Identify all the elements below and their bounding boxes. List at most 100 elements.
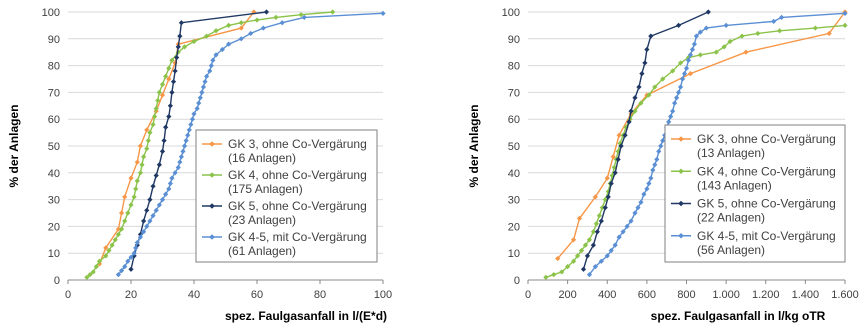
right-x-tick-label: 1.400 xyxy=(792,289,820,301)
right-series-3-point-3 xyxy=(604,253,610,259)
right-series-1-point-5 xyxy=(574,253,581,259)
left-series-0-point-5 xyxy=(128,175,134,181)
right-x-tick-label: 600 xyxy=(638,289,656,301)
right-series-3-point-25 xyxy=(666,119,672,125)
left-series-1-point-27 xyxy=(156,89,162,95)
right-legend-entry-0: GK 3, ohne Co-Vergärung xyxy=(697,132,836,146)
right-y-tick-label: 90 xyxy=(508,34,520,46)
right-series-3-point-0 xyxy=(586,272,593,278)
right-legend-marker-3 xyxy=(678,232,684,239)
left-series-3-point-48 xyxy=(279,20,285,26)
left-series-2-point-22 xyxy=(263,9,270,15)
right-series-1-point-14 xyxy=(605,188,611,195)
right-series-3-point-6 xyxy=(616,234,622,240)
right-series-2-point-21 xyxy=(705,9,711,15)
right-x-tick-label: 400 xyxy=(598,289,616,301)
left-series-1-point-17 xyxy=(137,170,144,176)
left-series-0-point-4 xyxy=(122,194,128,200)
right-series-2-point-2 xyxy=(590,242,596,248)
left-series-3-point-0 xyxy=(115,272,121,278)
right-series-2-point-13 xyxy=(628,108,634,114)
left-series-2-point-19 xyxy=(175,44,181,50)
right-series-0-point-5 xyxy=(610,154,616,160)
right-series-3-point-31 xyxy=(677,84,684,90)
left-series-0-point-11 xyxy=(166,76,172,82)
left-series-3-point-41 xyxy=(210,57,216,63)
right-series-3-point-37 xyxy=(689,46,696,53)
left-y-tick-label: 30 xyxy=(48,195,60,207)
right-series-3-point-43 xyxy=(771,18,777,24)
left-series-3-point-11 xyxy=(147,218,153,224)
left-legend-entry-1: (175 Anlagen) xyxy=(228,182,303,196)
left-legend-entry-2: GK 5, ohne Co-Vergärung xyxy=(228,199,367,213)
right-legend-entry-3: (56 Anlagen) xyxy=(697,243,765,257)
left-x-tick-label: 40 xyxy=(188,289,200,301)
right-series-1-point-11 xyxy=(596,213,602,219)
right-series-3-point-27 xyxy=(670,108,676,114)
left-series-3-point-35 xyxy=(199,89,205,95)
left-series-2-point-20 xyxy=(177,33,183,39)
left-series-2-point-6 xyxy=(147,197,153,203)
left-series-2-point-11 xyxy=(161,138,167,144)
right-series-3-point-26 xyxy=(668,113,674,120)
right-series-1-point-30 xyxy=(677,60,684,66)
left-series-3-point-28 xyxy=(186,127,192,133)
left-series-1-point-9 xyxy=(115,231,121,238)
left-series-2-point-0 xyxy=(128,266,134,272)
right-series-2-point-15 xyxy=(636,84,642,90)
left-series-3-point-21 xyxy=(175,164,181,171)
right-series-1-point-4 xyxy=(570,258,577,264)
right-series-3-point-42 xyxy=(723,22,729,28)
right-series-3-point-12 xyxy=(638,199,644,205)
left-series-1-point-34 xyxy=(191,38,197,45)
right-y-tick-label: 80 xyxy=(508,61,520,73)
right-series-3-point-36 xyxy=(687,52,694,58)
left-series-3-point-37 xyxy=(202,79,208,85)
left-series-3-point-17 xyxy=(166,186,172,192)
right-series-0-point-6 xyxy=(616,132,622,138)
right-series-3-point-14 xyxy=(644,186,650,192)
right-y-tick-label: 100 xyxy=(502,7,520,19)
right-series-line-2 xyxy=(582,11,709,270)
left-series-1-point-37 xyxy=(226,22,232,28)
right-series-3-point-18 xyxy=(652,162,658,168)
left-y-tick-label: 100 xyxy=(42,7,60,19)
right-series-2-point-10 xyxy=(618,143,624,149)
right-series-1-point-10 xyxy=(593,221,599,227)
right-series-1-point-40 xyxy=(842,22,848,28)
right-legend xyxy=(664,124,846,263)
right-series-3-point-33 xyxy=(681,71,688,77)
right-series-1-point-0 xyxy=(543,274,549,280)
right-series-3-point-9 xyxy=(628,218,634,224)
right-legend-entry-1: (143 Anlagen) xyxy=(697,178,772,192)
left-series-1-point-33 xyxy=(181,44,188,50)
left-series-3-point-36 xyxy=(200,84,207,90)
right-legend-marker-2 xyxy=(678,200,684,207)
left-x-tick-label: 80 xyxy=(314,289,326,301)
left-series-2-point-13 xyxy=(166,113,172,120)
left-series-3-point-24 xyxy=(180,148,186,154)
left-series-3-point-30 xyxy=(189,116,196,122)
left-series-1-point-41 xyxy=(298,12,304,18)
right-series-2-point-6 xyxy=(605,194,611,200)
left-series-2-point-12 xyxy=(163,124,169,130)
right-series-1-point-8 xyxy=(586,237,593,243)
left-legend-entry-3: GK 4-5, mit Co-Vergärung xyxy=(228,230,367,244)
left-series-3-point-8 xyxy=(137,234,144,240)
right-x-tick-label: 200 xyxy=(558,289,576,301)
left-series-3-point-50 xyxy=(380,10,386,16)
left-y-tick-label: 10 xyxy=(48,248,60,260)
left-series-1-point-31 xyxy=(169,57,175,63)
right-series-3-point-38 xyxy=(691,41,698,47)
left-series-2-point-18 xyxy=(174,54,180,61)
left-series-3-point-33 xyxy=(196,100,202,106)
right-legend-marker-0 xyxy=(678,136,684,142)
right-x-tick-label: 1.600 xyxy=(831,289,859,301)
left-series-0-point-0 xyxy=(96,261,103,267)
left-series-3-point-7 xyxy=(134,239,140,246)
left-series-3-point-39 xyxy=(207,68,213,74)
left-series-1-point-14 xyxy=(131,194,137,200)
left-series-2-point-9 xyxy=(156,162,162,168)
